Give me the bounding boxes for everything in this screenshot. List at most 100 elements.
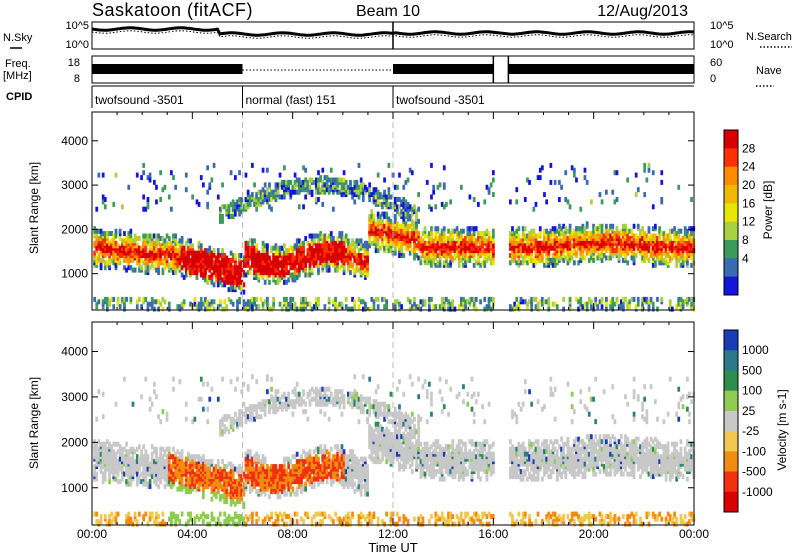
- heatmap-cell: [547, 296, 551, 302]
- heatmap-cell: [101, 299, 105, 305]
- heatmap-cell: [242, 481, 246, 487]
- heatmap-cell: [445, 243, 448, 249]
- heatmap-cell: [135, 454, 139, 460]
- heatmap-cell: [487, 255, 491, 261]
- heatmap-cell: [353, 192, 357, 198]
- heatmap-cell: [101, 414, 105, 420]
- heatmap-cell: [570, 165, 574, 171]
- heatmap-cell: [193, 516, 197, 522]
- heatmap-cell: [304, 177, 308, 183]
- heatmap-cell: [400, 304, 404, 310]
- heatmap-cell: [492, 233, 495, 239]
- heatmap-cell: [436, 226, 440, 232]
- heatmap-cell: [690, 197, 693, 202]
- heatmap-cell: [423, 240, 427, 246]
- heatmap-cell: [308, 184, 312, 190]
- heatmap-cell: [148, 461, 152, 467]
- heatmap-cell: [664, 260, 668, 266]
- heatmap-cell: [357, 162, 361, 168]
- heatmap-cell: [647, 299, 651, 305]
- heatmap-cell: [178, 471, 182, 477]
- heatmap-cell: [178, 461, 182, 467]
- heatmap-cell: [101, 231, 105, 237]
- heatmap-cell: [251, 238, 254, 244]
- heatmap-cell: [449, 301, 453, 307]
- heatmap-cell: [157, 484, 160, 490]
- heatmap-cell: [187, 464, 190, 470]
- heatmap-cell: [216, 304, 220, 310]
- heatmap-cell: [191, 194, 195, 200]
- heatmap-cell: [675, 231, 679, 237]
- heatmap-cell: [364, 240, 367, 246]
- heatmap-cell: [605, 301, 608, 307]
- heatmap-cell: [368, 182, 372, 188]
- heatmap-cell: [481, 236, 485, 241]
- heatmap-cell: [193, 479, 197, 485]
- heatmap-cell: [150, 511, 154, 517]
- heatmap-cell: [244, 521, 248, 527]
- heatmap-cell: [466, 299, 470, 305]
- heatmap-cell: [295, 274, 299, 280]
- heatmap-cell: [406, 223, 410, 229]
- heatmap-cell: [287, 179, 291, 185]
- heatmap-cell: [229, 516, 233, 522]
- heatmap-cell: [340, 248, 344, 254]
- heatmap-cell: [204, 464, 207, 470]
- heatmap-cell: [206, 274, 210, 280]
- cpid-segment-label: twofsound -3501: [396, 93, 485, 107]
- heatmap-cell: [248, 265, 252, 271]
- heatmap-cell: [547, 231, 551, 237]
- heatmap-cell: [374, 248, 378, 254]
- heatmap-cell: [319, 187, 323, 193]
- heatmap-cell: [274, 243, 278, 249]
- heatmap-cell: [146, 471, 150, 477]
- heatmap-cell: [622, 296, 625, 302]
- heatmap-cell: [248, 238, 252, 244]
- heatmap-cell: [246, 516, 250, 522]
- heatmap-cell: [263, 399, 267, 405]
- heatmap-cell: [425, 179, 429, 185]
- heatmap-cell: [118, 456, 122, 462]
- freq-right-tick-top: 60: [710, 57, 722, 69]
- heatmap-cell: [244, 456, 248, 462]
- heatmap-cell: [155, 481, 158, 487]
- heatmap-cell: [140, 257, 143, 263]
- heatmap-cell: [355, 253, 359, 258]
- heatmap-cell: [199, 296, 203, 302]
- heatmap-cell: [108, 519, 111, 525]
- heatmap-cell: [536, 233, 540, 239]
- heatmap-cell: [180, 464, 184, 470]
- heatmap-cell: [172, 233, 175, 239]
- heatmap-cell: [336, 304, 340, 310]
- heatmap-cell: [366, 187, 369, 193]
- heatmap-cell: [590, 255, 593, 261]
- noise-right-tick-top: 10^5: [710, 20, 734, 32]
- heatmap-cell: [336, 182, 340, 188]
- power-colorbar-tick: 4: [742, 251, 749, 265]
- heatmap-cell: [398, 204, 401, 210]
- heatmap-cell: [334, 245, 337, 251]
- heatmap-cell: [266, 243, 269, 249]
- heatmap-cell: [157, 233, 160, 239]
- heatmap-cell: [649, 248, 653, 254]
- heatmap-cell: [568, 296, 572, 302]
- heatmap-cell: [244, 474, 248, 480]
- heatmap-cell: [536, 301, 540, 307]
- heatmap-cell: [351, 238, 354, 244]
- heatmap-cell: [376, 199, 380, 205]
- heatmap-cell: [325, 175, 329, 181]
- nave-label: Nave: [756, 65, 782, 77]
- heatmap-cell: [206, 248, 210, 254]
- heatmap-cell: [607, 228, 610, 234]
- heatmap-cell: [368, 187, 372, 193]
- heatmap-cell: [129, 479, 133, 485]
- heatmap-cell: [297, 306, 301, 312]
- heatmap-cell: [583, 255, 587, 261]
- heatmap-cell: [225, 260, 229, 266]
- heatmap-cell: [248, 201, 252, 207]
- heatmap-cell: [242, 471, 246, 477]
- heatmap-cell: [103, 296, 107, 302]
- heatmap-cell: [174, 519, 178, 525]
- heatmap-cell: [199, 301, 203, 307]
- heatmap-cell: [374, 221, 378, 227]
